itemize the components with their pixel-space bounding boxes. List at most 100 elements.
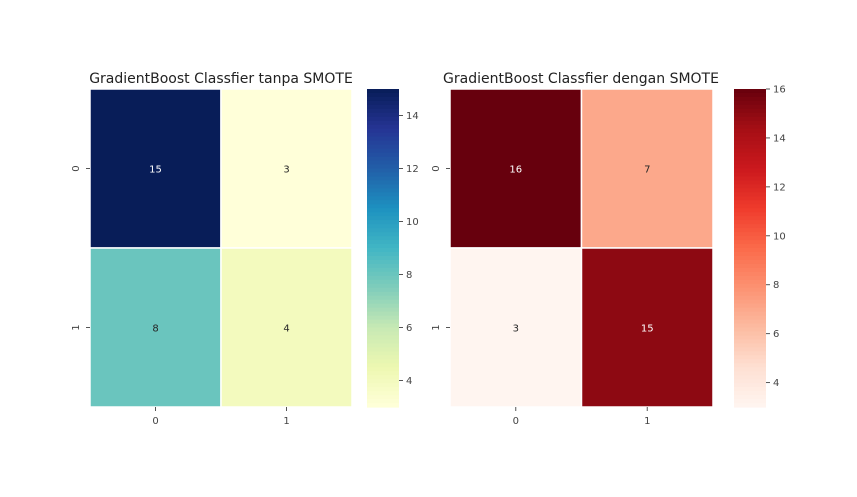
colorbar-segment [367,204,399,209]
colorbar-segment [367,355,399,360]
heatmap-cell [220,247,353,408]
colorbar-segment [734,108,766,114]
colorbar-segment [367,244,399,249]
colorbar-segment [367,96,399,102]
colorbar-segment [734,335,766,341]
colorbar-segment [367,200,399,205]
colorbar-tick-label: 4 [406,376,412,387]
colorbar-segment [734,295,766,301]
colorbar-segment [367,267,399,273]
colorbar-segment [367,403,399,408]
colorbar-segment [734,204,766,209]
colorbar-segment [367,363,399,368]
colorbar-segment [734,331,766,337]
colorbar-segment [367,255,399,261]
colorbar-segment [367,383,399,388]
colorbar-segment [367,359,399,364]
colorbar-segment [367,100,399,106]
colorbar-segment [734,132,766,138]
colorbar-segment [734,327,766,333]
colorbar-segment [367,144,399,150]
chart-title: GradientBoost Classfier tanpa SMOTE [89,71,353,87]
colorbar-segment [734,263,766,269]
colorbar-segment [367,315,399,321]
colorbar-segment [734,395,766,400]
colorbar-segment [367,108,399,114]
colorbar-segment [367,168,399,174]
colorbar-segment [367,295,399,301]
colorbar-segment [367,124,399,130]
colorbar-segment [367,287,399,293]
colorbar-segment [367,339,399,344]
colorbar-tick-label: 4 [773,378,779,389]
colorbar-tick-label: 8 [773,280,779,291]
heatmap-cell [580,247,714,408]
colorbar-segment [367,251,399,257]
colorbar-segment [734,339,766,344]
cell-value-label: 8 [152,324,158,335]
colorbar-tick-label: 6 [773,329,779,340]
colorbar-segment [367,323,399,329]
colorbar-tick-label: 16 [773,85,786,96]
colorbar-segment [734,136,766,142]
colorbar-segment [367,148,399,154]
colorbar-segment [367,196,399,201]
colorbar-segment [734,387,766,392]
colorbar-segment [734,168,766,174]
colorbar-segment [734,200,766,205]
colorbar-segment [367,275,399,281]
colorbar-segment [734,196,766,201]
colorbar-segment [367,395,399,400]
colorbar-segment [734,148,766,154]
colorbar-segment [367,140,399,146]
colorbar-segment [734,172,766,178]
cell-value-label: 3 [513,324,519,335]
colorbar-segment [734,240,766,245]
colorbar-segment [734,379,766,384]
colorbar-segment [367,156,399,162]
colorbar-tick-label: 12 [406,164,419,175]
colorbar-segment [367,164,399,170]
colorbar-segment [367,128,399,134]
colorbar-segment [734,152,766,158]
x-tick-label: 0 [152,416,158,427]
colorbar-segment [367,351,399,356]
colorbar-segment [734,279,766,285]
colorbar-segment [367,160,399,166]
colorbar-segment [367,132,399,138]
colorbar-segment [367,299,399,305]
y-tick-label: 1 [71,324,82,330]
colorbar-segment [734,144,766,150]
colorbar-segment [734,128,766,134]
heatmap-cell [220,88,353,249]
colorbar-segment [734,224,766,229]
colorbar-segment [734,96,766,102]
colorbar-segment [367,240,399,245]
colorbar-segment [367,92,399,98]
colorbar-segment [734,216,766,221]
cell-value-label: 15 [641,324,654,335]
colorbar-segment [367,303,399,309]
colorbar-segment [367,263,399,269]
colorbar-tick-label: 10 [773,231,786,242]
colorbar-segment [367,104,399,110]
colorbar-segment [367,112,399,118]
colorbar-segment [734,363,766,368]
colorbar-segment [734,283,766,289]
colorbar-segment [734,315,766,321]
colorbar-segment [734,259,766,265]
colorbar-segment [734,188,766,193]
colorbar-segment [734,355,766,360]
colorbar-segment [734,160,766,166]
colorbar-segment [734,176,766,182]
colorbar-segment [734,319,766,325]
colorbar-segment [734,100,766,106]
colorbar-segment [734,236,766,241]
colorbar-segment [367,228,399,233]
colorbar-segment [734,267,766,273]
colorbar-segment [734,251,766,257]
heatmap-tanpa-smote: GradientBoost Classfier tanpa SMOTE 15 3 8… [71,71,419,427]
heatmap-cell [449,247,583,408]
colorbar-segment [734,347,766,352]
colorbar-segment [367,331,399,337]
